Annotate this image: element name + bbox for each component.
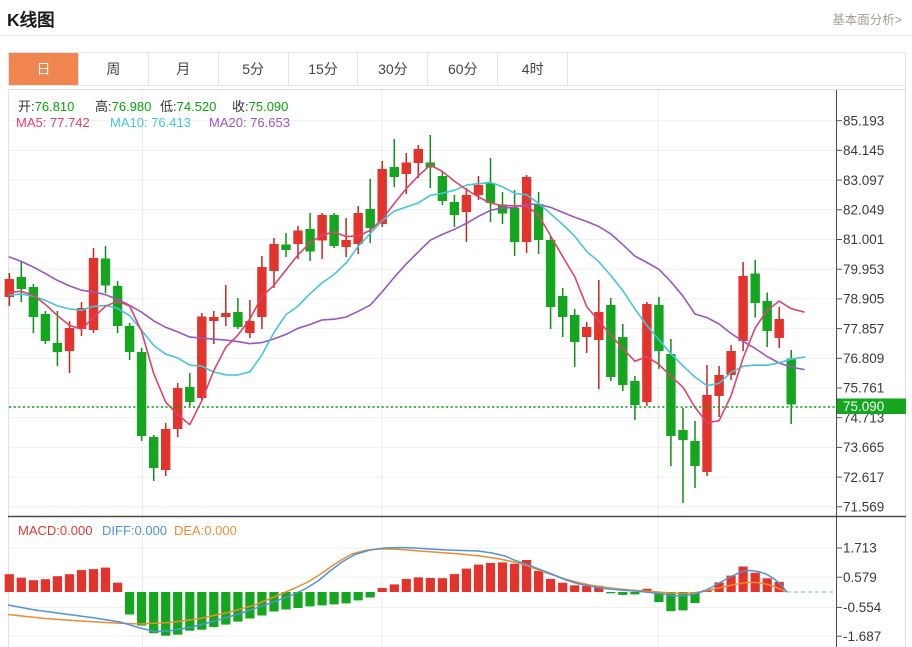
svg-text:85.193: 85.193 [843, 113, 884, 128]
svg-text:75.761: 75.761 [843, 381, 884, 396]
svg-text:73.665: 73.665 [843, 440, 884, 455]
svg-text:71.569: 71.569 [843, 500, 884, 515]
svg-text:83.097: 83.097 [843, 173, 884, 188]
svg-text:84.145: 84.145 [843, 143, 884, 158]
svg-text:72.617: 72.617 [843, 470, 884, 485]
svg-text:0.579: 0.579 [843, 570, 877, 585]
svg-text:82.049: 82.049 [843, 203, 884, 218]
svg-text:81.001: 81.001 [843, 232, 884, 247]
svg-text:-0.554: -0.554 [843, 600, 882, 615]
svg-text:-1.687: -1.687 [843, 629, 881, 644]
svg-text:75.090: 75.090 [843, 399, 884, 414]
svg-text:76.809: 76.809 [843, 351, 884, 366]
svg-text:77.857: 77.857 [843, 321, 884, 336]
svg-text:78.905: 78.905 [843, 292, 884, 307]
svg-text:74.713: 74.713 [843, 410, 884, 425]
svg-text:1.713: 1.713 [843, 541, 877, 556]
svg-text:79.953: 79.953 [843, 262, 884, 277]
